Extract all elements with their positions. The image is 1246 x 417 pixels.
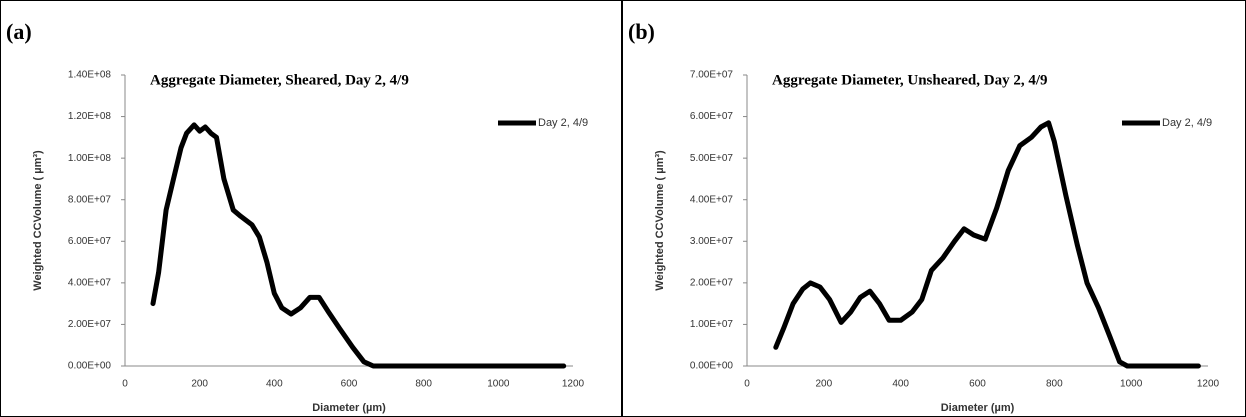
y-tick-label: 1.20E+08: [68, 111, 112, 122]
y-tick-label: 2.00E+07: [690, 277, 734, 288]
y-axis-label: Weighted CCVolume ( µm³): [654, 150, 666, 291]
y-tick-label: 1.00E+07: [690, 319, 734, 330]
y-tick-label: 4.00E+07: [68, 277, 112, 288]
y-tick-label: 2.00E+07: [68, 319, 112, 330]
panel-label: (b): [628, 19, 655, 44]
x-axis-label: Diameter (µm): [941, 402, 1015, 414]
y-tick-label: 0.00E+00: [68, 361, 112, 372]
y-tick-label: 1.40E+08: [68, 70, 112, 81]
x-tick-label: 1000: [487, 379, 510, 390]
panel-label: (a): [6, 19, 32, 44]
y-tick-label: 5.00E+07: [690, 153, 734, 164]
y-tick-label: 8.00E+07: [68, 194, 112, 205]
y-axis-label: Weighted CCVolume ( µm³): [32, 150, 44, 291]
y-tick-label: 4.00E+07: [690, 194, 734, 205]
x-tick-label: 600: [969, 379, 986, 390]
x-tick-label: 0: [744, 379, 750, 390]
x-tick-label: 1200: [1197, 379, 1220, 390]
y-tick-label: 0.00E+00: [690, 361, 734, 372]
x-tick-label: 400: [266, 379, 283, 390]
x-tick-label: 1000: [1120, 379, 1143, 390]
y-tick-label: 7.00E+07: [690, 70, 734, 81]
y-tick-label: 1.00E+08: [68, 153, 112, 164]
x-tick-label: 400: [892, 379, 909, 390]
chart-title: Aggregate Diameter, Unsheared, Day 2, 4/…: [772, 72, 1048, 88]
x-axis-label: Diameter (µm): [312, 402, 386, 414]
x-tick-label: 200: [815, 379, 832, 390]
y-tick-label: 6.00E+07: [68, 236, 112, 247]
panel-frame: [0, 0, 622, 417]
data-line: [150, 122, 567, 369]
chart-title: Aggregate Diameter, Sheared, Day 2, 4/9: [150, 72, 409, 88]
x-tick-label: 0: [122, 379, 128, 390]
x-tick-label: 800: [1046, 379, 1063, 390]
x-tick-label: 800: [415, 379, 432, 390]
y-tick-label: 3.00E+07: [690, 236, 734, 247]
x-tick-label: 200: [191, 379, 208, 390]
x-tick-label: 1200: [562, 379, 585, 390]
legend-label: Day 2, 4/9: [1162, 117, 1212, 129]
x-tick-label: 600: [341, 379, 358, 390]
panel-frame: [622, 0, 1246, 417]
legend-label: Day 2, 4/9: [538, 117, 588, 129]
y-tick-label: 6.00E+07: [690, 111, 734, 122]
data-line: [773, 120, 1201, 369]
